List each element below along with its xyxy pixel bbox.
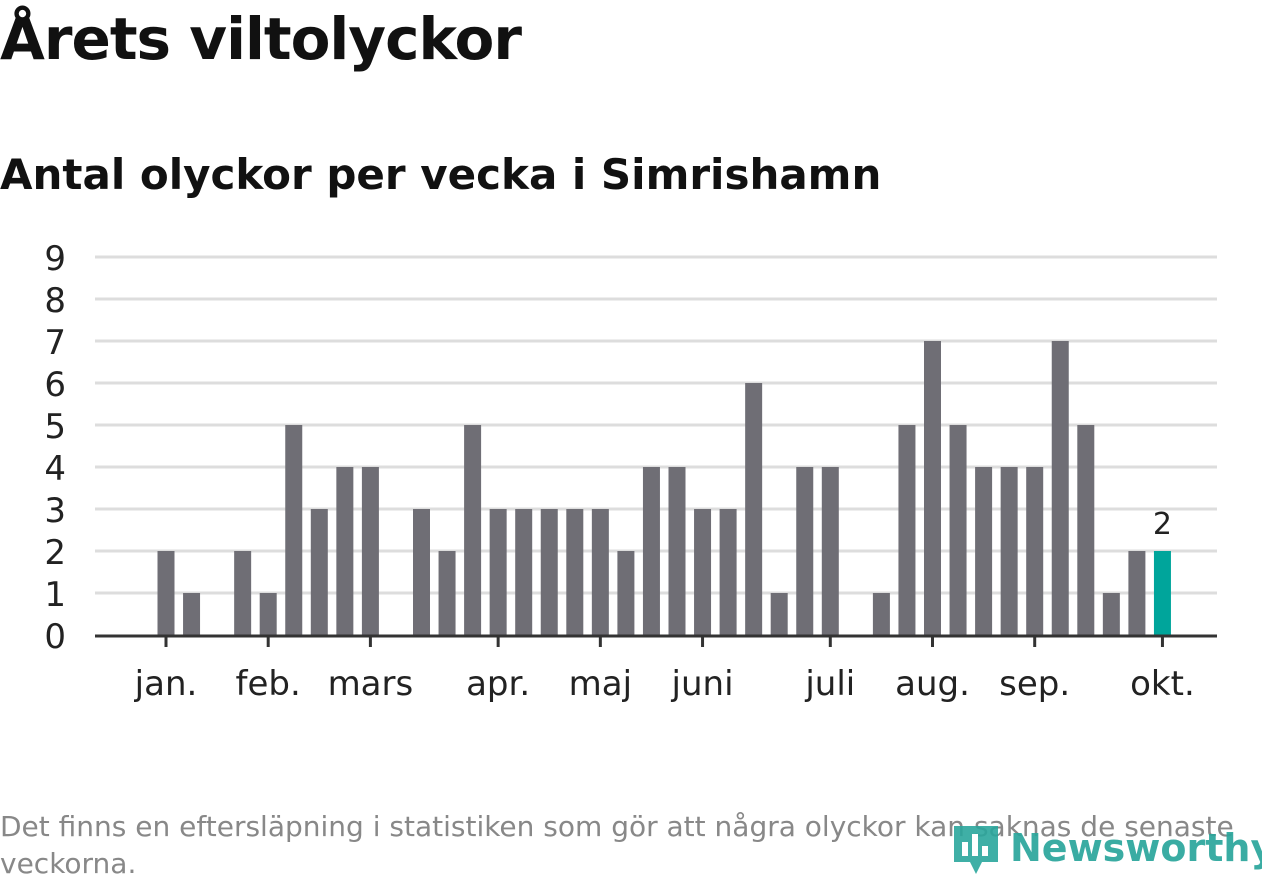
bar <box>642 467 660 635</box>
x-tick-label: aug. <box>895 664 970 704</box>
brand-logo: Newsworthy <box>950 818 1262 878</box>
x-tick-label: juli <box>804 664 855 704</box>
bar <box>515 509 533 635</box>
x-tick-label: jan. <box>134 664 198 704</box>
bar <box>1102 593 1120 635</box>
chart-title: Årets viltolyckor <box>0 5 522 73</box>
bar <box>770 593 788 635</box>
highlight-data-label: 2 <box>1153 507 1172 542</box>
bar <box>1026 467 1044 635</box>
bar <box>694 509 712 635</box>
bar <box>668 467 686 635</box>
bar <box>540 509 558 635</box>
bar <box>361 467 379 635</box>
y-tick-label: 6 <box>44 365 66 405</box>
bar <box>183 593 201 635</box>
bar <box>949 425 967 635</box>
y-tick-label: 7 <box>44 323 66 363</box>
bar <box>821 467 839 635</box>
bar <box>719 509 737 635</box>
y-tick-label: 1 <box>44 575 66 615</box>
bar <box>975 467 993 635</box>
bars <box>157 341 1171 635</box>
y-tick-label: 9 <box>44 239 66 279</box>
bar <box>591 509 609 635</box>
footnote: Det finns en eftersläpning i statistiken… <box>0 810 1234 880</box>
y-tick-label: 4 <box>44 449 66 489</box>
x-tick-label: juni <box>671 664 734 704</box>
y-tick-label: 8 <box>44 281 66 321</box>
bar <box>924 341 941 635</box>
y-tick-label: 5 <box>44 407 66 447</box>
bar <box>1000 467 1018 635</box>
bar <box>617 551 635 635</box>
bar <box>566 509 584 635</box>
bar <box>1128 551 1146 635</box>
data-labels: 2 <box>1153 507 1172 542</box>
chart-subtitle: Antal olyckor per vecka i Simrishamn <box>0 150 882 199</box>
y-tick-label: 0 <box>44 617 66 657</box>
x-tick-label: mars <box>328 664 414 704</box>
bar <box>336 467 354 635</box>
bar <box>464 425 482 635</box>
bar-highlighted <box>1153 551 1171 635</box>
bar <box>259 593 277 635</box>
x-tick-label: feb. <box>236 664 301 704</box>
bar <box>413 509 430 635</box>
brand-name: Newsworthy <box>1010 826 1262 870</box>
newsworthy-logo-icon <box>954 826 998 874</box>
y-tick-label: 2 <box>44 533 66 573</box>
y-tick-label: 3 <box>44 491 66 531</box>
bar <box>438 551 456 635</box>
bar <box>310 509 328 635</box>
x-axis: jan. feb. mars apr. maj juni juli aug. sep. okt. <box>95 634 1217 704</box>
x-tick-label: apr. <box>466 664 530 704</box>
x-tick-label: okt. <box>1130 664 1195 704</box>
bar <box>796 467 814 635</box>
x-tick-label: maj <box>569 664 632 704</box>
bar <box>285 425 303 635</box>
bar <box>489 509 507 635</box>
bar <box>1077 425 1095 635</box>
bar <box>745 383 763 635</box>
bar <box>1051 341 1069 635</box>
bar <box>898 425 916 635</box>
x-tick-label: sep. <box>999 664 1070 704</box>
bar <box>234 551 252 635</box>
bar <box>157 551 175 635</box>
bar <box>872 593 890 635</box>
